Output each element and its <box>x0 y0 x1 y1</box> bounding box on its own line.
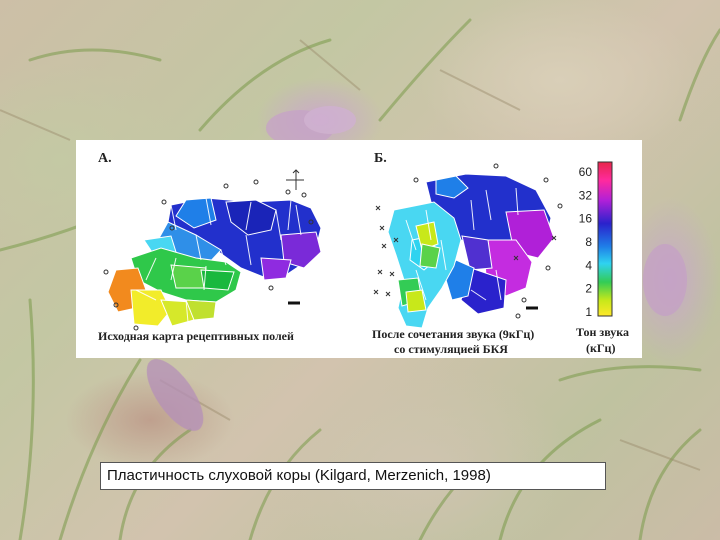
panel-b-caption-line2: со стимуляцией БКЯ <box>394 342 508 356</box>
figure-panel: А. <box>76 140 642 358</box>
colorbar-tick-label: 60 <box>579 165 593 179</box>
colorbar-tick-label: 2 <box>585 282 592 296</box>
colorbar-tick-label: 4 <box>585 258 592 272</box>
slide-caption: Пластичность слуховой коры (Kilgard, Mer… <box>100 462 606 490</box>
panel-a-caption: Исходная карта рецептивных полей <box>98 329 294 343</box>
cortex-maps-figure: А. <box>98 151 629 356</box>
colorbar <box>597 161 613 317</box>
colorbar-tick-label: 32 <box>579 188 593 202</box>
slide-caption-text: Пластичность слуховой коры (Kilgard, Mer… <box>107 467 491 484</box>
panel-b-caption-line1: После сочетания звука (9кГц) <box>372 327 534 341</box>
panel-b-letter: Б. <box>374 151 387 166</box>
panel-a-orientation-arrow <box>286 169 304 190</box>
colorbar-title-line2: (кГц) <box>586 341 615 355</box>
panel-b-map <box>387 173 555 329</box>
panel-b-markers <box>413 163 563 319</box>
panel-a-map <box>107 197 322 327</box>
panel-b-cross-markers <box>373 205 557 297</box>
colorbar-title-line1: Тон звука <box>576 325 629 339</box>
colorbar-ticks: 60 32 16 8 4 2 1 <box>579 165 593 319</box>
colorbar-tick-label: 16 <box>579 212 593 226</box>
colorbar-tick-label: 1 <box>585 305 592 319</box>
panel-a-markers <box>103 179 314 331</box>
colorbar-tick-label: 8 <box>585 235 592 249</box>
panel-a-letter: А. <box>98 151 112 166</box>
